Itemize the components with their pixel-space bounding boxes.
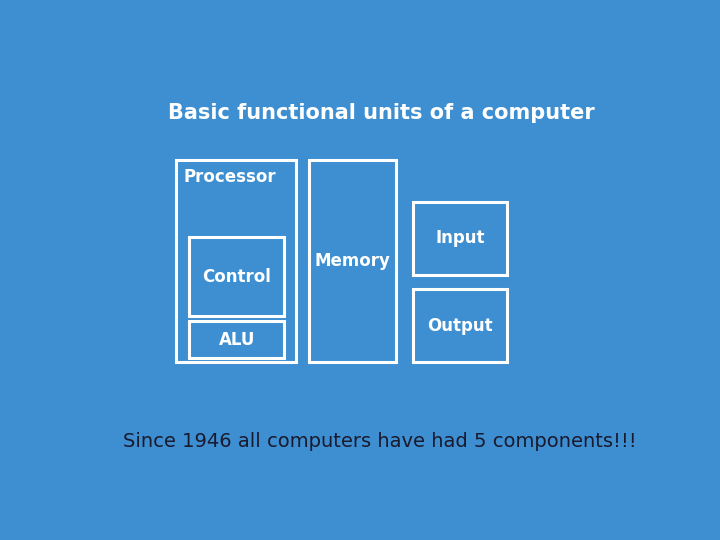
Text: Input: Input (435, 230, 485, 247)
FancyBboxPatch shape (189, 238, 284, 316)
FancyBboxPatch shape (310, 160, 396, 362)
Text: Since 1946 all computers have had 5 components!!!: Since 1946 all computers have had 5 comp… (124, 431, 637, 450)
FancyBboxPatch shape (413, 289, 508, 362)
Text: Memory: Memory (315, 252, 390, 270)
Text: Processor: Processor (184, 168, 276, 186)
FancyBboxPatch shape (189, 321, 284, 358)
Text: Output: Output (427, 317, 492, 335)
Text: Basic functional units of a computer: Basic functional units of a computer (168, 103, 595, 123)
FancyBboxPatch shape (413, 202, 508, 275)
Text: Control: Control (202, 268, 271, 286)
FancyBboxPatch shape (176, 160, 297, 362)
Text: ALU: ALU (219, 330, 255, 349)
